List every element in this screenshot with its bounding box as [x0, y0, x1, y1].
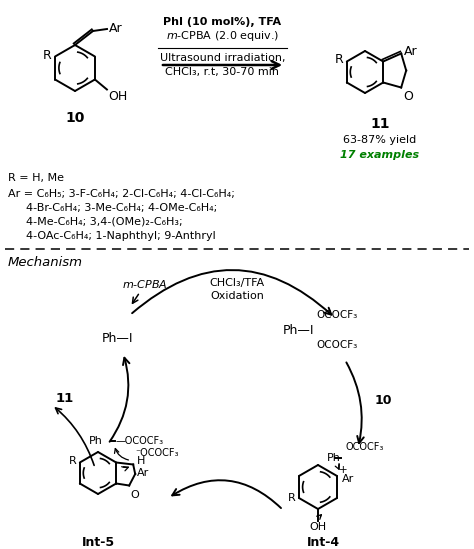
Text: 4-Br-C₆H₄; 3-Me-C₆H₄; 4-OMe-C₆H₄;: 4-Br-C₆H₄; 3-Me-C₆H₄; 4-OMe-C₆H₄;: [26, 203, 217, 213]
Text: Ar: Ar: [404, 45, 418, 58]
Text: Mechanism: Mechanism: [8, 255, 83, 268]
Text: O: O: [130, 490, 139, 501]
Text: R: R: [335, 53, 344, 66]
Text: $m$-CPBA (2.0 equiv.): $m$-CPBA (2.0 equiv.): [166, 29, 279, 43]
Text: Ar: Ar: [342, 474, 354, 484]
Text: Ar = C₆H₅; 3-F-C₆H₄; 2-Cl-C₆H₄; 4-Cl-C₆H₄;: Ar = C₆H₅; 3-F-C₆H₄; 2-Cl-C₆H₄; 4-Cl-C₆H…: [8, 189, 235, 199]
Text: 10: 10: [375, 394, 392, 406]
Text: PhI (10 mol%), TFA: PhI (10 mol%), TFA: [164, 17, 282, 27]
Text: Ph—I: Ph—I: [102, 332, 134, 345]
Text: R: R: [42, 49, 51, 62]
Text: H: H: [137, 457, 146, 467]
Text: Int-5: Int-5: [82, 536, 115, 549]
Text: ⁻OCOCF₃: ⁻OCOCF₃: [135, 447, 179, 457]
Text: O: O: [403, 91, 413, 104]
Text: OH: OH: [108, 91, 127, 104]
Text: Ultrasound irradiation,: Ultrasound irradiation,: [160, 53, 285, 63]
Text: Oxidation: Oxidation: [210, 291, 264, 301]
Text: 63-87% yield: 63-87% yield: [343, 135, 417, 145]
Text: Ph—I: Ph—I: [283, 323, 314, 337]
Text: Ar: Ar: [109, 23, 123, 36]
Text: R = H, Me: R = H, Me: [8, 173, 64, 183]
Text: +: +: [339, 465, 347, 475]
Text: 4-Me-C₆H₄; 3,4-(OMe)₂-C₆H₃;: 4-Me-C₆H₄; 3,4-(OMe)₂-C₆H₃;: [26, 217, 182, 227]
Text: Int-4: Int-4: [306, 536, 339, 549]
Text: OCOCF₃: OCOCF₃: [316, 310, 357, 320]
Text: 10: 10: [65, 111, 85, 125]
Text: OH: OH: [310, 522, 327, 532]
Text: —OCOCF₃: —OCOCF₃: [115, 435, 164, 445]
Text: 4-OAc-C₆H₄; 1-Naphthyl; 9-Anthryl: 4-OAc-C₆H₄; 1-Naphthyl; 9-Anthryl: [26, 231, 216, 241]
Text: CHCl₃/TFA: CHCl₃/TFA: [210, 278, 264, 288]
Text: 11: 11: [370, 117, 390, 131]
Text: Ph: Ph: [89, 435, 103, 445]
Text: CHCl₃, r.t, 30-70 min: CHCl₃, r.t, 30-70 min: [165, 67, 280, 77]
Text: OCOCF₃: OCOCF₃: [316, 340, 357, 350]
Text: Ar: Ar: [137, 468, 149, 478]
Text: Ph: Ph: [327, 453, 341, 463]
Text: OCOCF₃: OCOCF₃: [345, 442, 383, 452]
Text: R: R: [288, 493, 296, 503]
Text: 17 examples: 17 examples: [340, 150, 419, 160]
Text: $m$-CPBA: $m$-CPBA: [122, 278, 168, 290]
Text: R: R: [69, 457, 77, 467]
Text: 11: 11: [56, 391, 74, 405]
